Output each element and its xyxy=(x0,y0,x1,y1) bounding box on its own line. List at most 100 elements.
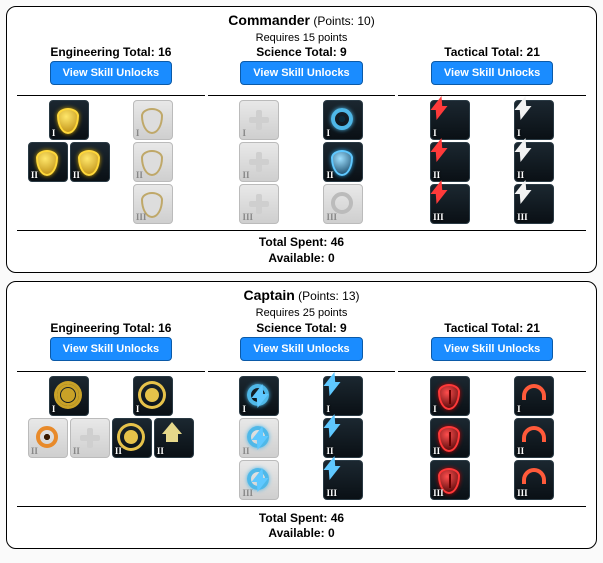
total-spent-value: 46 xyxy=(331,511,344,525)
bolt-red-icon xyxy=(438,150,462,174)
column-header: Tactical Total: 21 xyxy=(398,45,586,59)
tier-row: II xyxy=(217,100,385,140)
subcolumn: I xyxy=(27,376,111,416)
rank-header: Captain (Points: 13)Requires 25 points xyxy=(17,286,586,320)
view-unlocks-button[interactable]: View Skill Unlocks xyxy=(240,337,362,361)
skill-cell[interactable]: III xyxy=(430,184,470,224)
tier-row: IIIIIIII xyxy=(27,418,195,458)
rank-header: Commander (Points: 10)Requires 15 points xyxy=(17,11,586,45)
skill-cell[interactable]: II xyxy=(430,418,470,458)
skill-cell[interactable]: I xyxy=(133,376,173,416)
skill-cell[interactable]: III xyxy=(323,184,363,224)
subcolumn: IIII xyxy=(27,418,111,458)
column-engineering: Engineering Total: 16 View Skill Unlocks I… xyxy=(17,45,205,226)
skill-cell[interactable]: III xyxy=(323,460,363,500)
cross-icon xyxy=(78,426,102,450)
subcolumn: III xyxy=(217,184,301,224)
skill-cell[interactable]: II xyxy=(514,142,554,182)
skill-cell[interactable]: I xyxy=(239,376,279,416)
tier-row: III III xyxy=(27,184,195,224)
bolt-ring-icon xyxy=(247,384,271,408)
skill-cell[interactable]: I xyxy=(514,376,554,416)
skill-cell[interactable]: III xyxy=(430,460,470,500)
skill-cell[interactable]: I xyxy=(430,100,470,140)
available-label: Available: xyxy=(268,251,324,265)
tier-roman: II xyxy=(326,447,333,456)
gear-icon xyxy=(120,426,144,450)
tier-roman: I xyxy=(242,129,246,138)
tier-roman: I xyxy=(433,405,437,414)
tier-roman: I xyxy=(517,129,521,138)
view-unlocks-button[interactable]: View Skill Unlocks xyxy=(431,337,553,361)
view-unlocks-button[interactable]: View Skill Unlocks xyxy=(50,337,172,361)
tier-row: II xyxy=(217,376,385,416)
skill-cell[interactable]: I xyxy=(514,100,554,140)
bolt-ring-icon xyxy=(247,426,271,450)
tier-roman: I xyxy=(136,405,140,414)
skill-cell[interactable]: II xyxy=(28,418,68,458)
tier-roman: III xyxy=(517,213,528,222)
subcolumn: III xyxy=(301,184,385,224)
tier-roman: I xyxy=(52,405,56,414)
bolt-blue-icon xyxy=(331,426,355,450)
skill-cell[interactable]: II xyxy=(112,418,152,458)
skill-cell[interactable]: III xyxy=(133,184,173,224)
skill-cell[interactable]: I xyxy=(323,100,363,140)
ring-orange-icon xyxy=(36,426,60,450)
bolt-white-icon xyxy=(522,108,546,132)
subcolumn: III xyxy=(27,184,111,224)
skill-cell[interactable]: II xyxy=(514,418,554,458)
skill-cell[interactable]: II xyxy=(323,418,363,458)
skill-cell[interactable]: II xyxy=(70,418,110,458)
skill-cell[interactable]: II xyxy=(70,142,110,182)
subcolumn: III xyxy=(111,184,195,224)
column-engineering: Engineering Total: 16 View Skill Unlocks I… xyxy=(17,321,205,502)
skill-cell[interactable]: II xyxy=(430,142,470,182)
gear-icon xyxy=(141,384,165,408)
skill-cell[interactable]: I xyxy=(430,376,470,416)
skill-cell[interactable]: I xyxy=(49,376,89,416)
tier-roman: II xyxy=(73,171,80,180)
column-science: Science Total: 9View Skill UnlocksIIIIII… xyxy=(208,45,396,226)
tier-roman: III xyxy=(326,489,337,498)
skill-cell[interactable]: I xyxy=(133,100,173,140)
divider xyxy=(398,371,586,372)
view-unlocks-button[interactable]: View Skill Unlocks xyxy=(240,61,362,85)
tier-row: II II xyxy=(408,142,576,182)
subcolumn: I xyxy=(492,100,576,140)
rank-footer: Total Spent: 46Available: 0 xyxy=(17,511,586,542)
skill-cell[interactable]: I xyxy=(239,100,279,140)
columns: Engineering Total: 16 View Skill Unlocks I… xyxy=(17,321,586,502)
skill-cell[interactable]: II xyxy=(28,142,68,182)
tier-roman: II xyxy=(115,447,122,456)
skill-cell[interactable]: III xyxy=(514,184,554,224)
view-unlocks-button[interactable]: View Skill Unlocks xyxy=(431,61,553,85)
divider xyxy=(208,371,396,372)
rank-points: (Points: 10) xyxy=(313,14,374,28)
skill-cell[interactable]: I xyxy=(323,376,363,416)
skill-planner: Commander (Points: 10)Requires 15 points… xyxy=(6,6,597,549)
skill-cell[interactable]: III xyxy=(239,184,279,224)
subcolumn: III xyxy=(408,184,492,224)
skill-cell[interactable]: III xyxy=(514,460,554,500)
skill-cell[interactable]: II xyxy=(154,418,194,458)
subcolumn: II xyxy=(492,418,576,458)
shield-gold-icon xyxy=(141,150,165,174)
cross-icon xyxy=(247,108,271,132)
skill-cell[interactable]: II xyxy=(133,142,173,182)
subcolumn: II II xyxy=(111,418,195,458)
skill-cell[interactable]: II xyxy=(239,418,279,458)
skill-cell[interactable]: III xyxy=(239,460,279,500)
subcolumn: I xyxy=(492,376,576,416)
rank-footer: Total Spent: 46Available: 0 xyxy=(17,235,586,266)
subcolumn: III xyxy=(492,184,576,224)
skill-cell[interactable]: II xyxy=(239,142,279,182)
view-unlocks-button[interactable]: View Skill Unlocks xyxy=(50,61,172,85)
skill-cell[interactable]: I xyxy=(49,100,89,140)
column-header: Engineering Total: 16 xyxy=(17,45,205,59)
column-header: Engineering Total: 16 xyxy=(17,321,205,335)
skill-cell[interactable]: II xyxy=(323,142,363,182)
tier-row: III III xyxy=(217,184,385,224)
tier-row: II II xyxy=(408,418,576,458)
subcolumn: I xyxy=(408,376,492,416)
